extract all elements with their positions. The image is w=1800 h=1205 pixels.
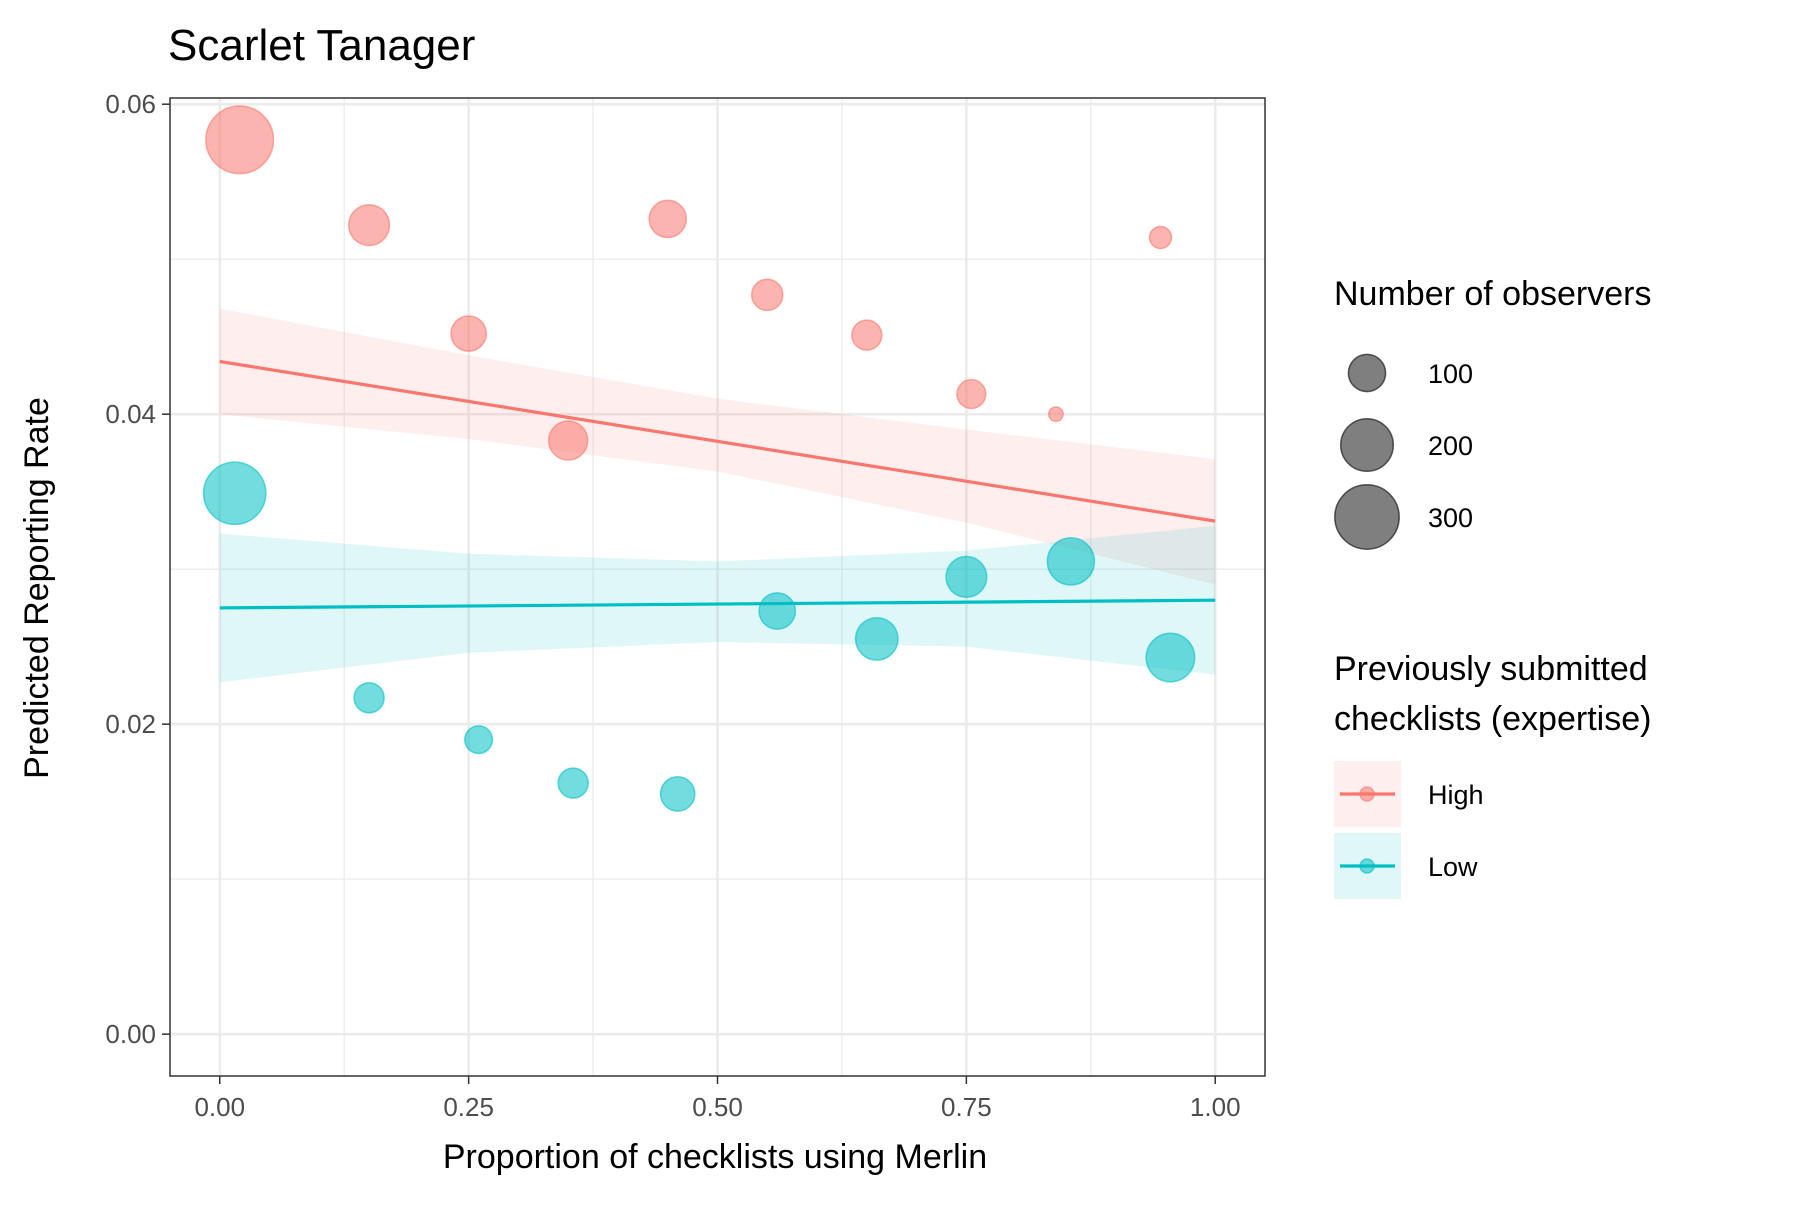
data-point-high — [648, 199, 688, 239]
x-axis-title: Proportion of checklists using Merlin — [443, 1138, 987, 1176]
data-point-low — [353, 682, 385, 714]
data-point-low — [557, 767, 589, 799]
fit-line-low — [219, 598, 1216, 610]
size-legend-key — [1347, 353, 1387, 393]
y-tick-label: 0.02 — [105, 709, 156, 739]
fit-line-high — [219, 359, 1216, 523]
confidence-band-high — [219, 308, 1216, 585]
axes: 0.00 0.25 0.50 0.75 1.00 0.00 0.02 0.04 0.06 — [105, 89, 1240, 1122]
data-point-high — [1048, 406, 1064, 423]
size-legend-label: 300 — [1428, 503, 1473, 533]
data-point-low — [464, 725, 494, 755]
size-legend-key — [1339, 417, 1395, 473]
data-point-low — [202, 461, 267, 526]
y-tick-label: 0.04 — [105, 399, 156, 429]
data-point-low — [1046, 537, 1096, 586]
data-point-high — [956, 378, 987, 410]
color-legend-label: Low — [1428, 852, 1478, 882]
color-legend-title-line-2: checklists (expertise) — [1334, 700, 1651, 738]
x-tick-label: 0.50 — [692, 1092, 743, 1122]
data-point-low — [758, 592, 797, 630]
color-legend-key-point-low — [1359, 858, 1375, 874]
color-legend-key-point-high — [1359, 786, 1375, 802]
size-legend-title: Number of observers — [1334, 275, 1651, 313]
data-point-high — [1148, 225, 1173, 250]
data-point-high — [450, 315, 488, 352]
x-tick-label: 1.00 — [1190, 1092, 1241, 1122]
color-legend-title-line-1: Previously submitted — [1334, 650, 1648, 688]
fit-lines — [219, 359, 1216, 610]
data-point-high — [750, 278, 784, 312]
data-point-low — [659, 776, 696, 812]
size-legend-key — [1334, 484, 1400, 550]
size-legend-label: 100 — [1428, 359, 1473, 389]
x-tick-label: 0.00 — [194, 1092, 245, 1122]
chart-title: Scarlet Tanager — [168, 21, 475, 70]
color-legend-label: High — [1428, 780, 1484, 810]
data-point-low — [1145, 632, 1196, 683]
y-axis-title: Predicted Reporting Rate — [18, 397, 56, 779]
data-point-high — [851, 319, 883, 351]
plot-panel — [170, 98, 1265, 1076]
x-tick-label: 0.75 — [941, 1092, 992, 1122]
x-tick-label: 0.25 — [443, 1092, 494, 1122]
size-legend-label: 200 — [1428, 431, 1473, 461]
y-tick-label: 0.00 — [105, 1019, 156, 1049]
data-point-low — [854, 616, 899, 661]
data-point-low — [945, 555, 988, 599]
data-point-high — [347, 203, 391, 247]
data-point-high — [547, 420, 589, 461]
y-tick-label: 0.06 — [105, 89, 156, 119]
legend: Number of observers Previously submitted… — [1334, 275, 1651, 899]
data-point-high — [205, 105, 275, 175]
data-points — [202, 105, 1196, 812]
